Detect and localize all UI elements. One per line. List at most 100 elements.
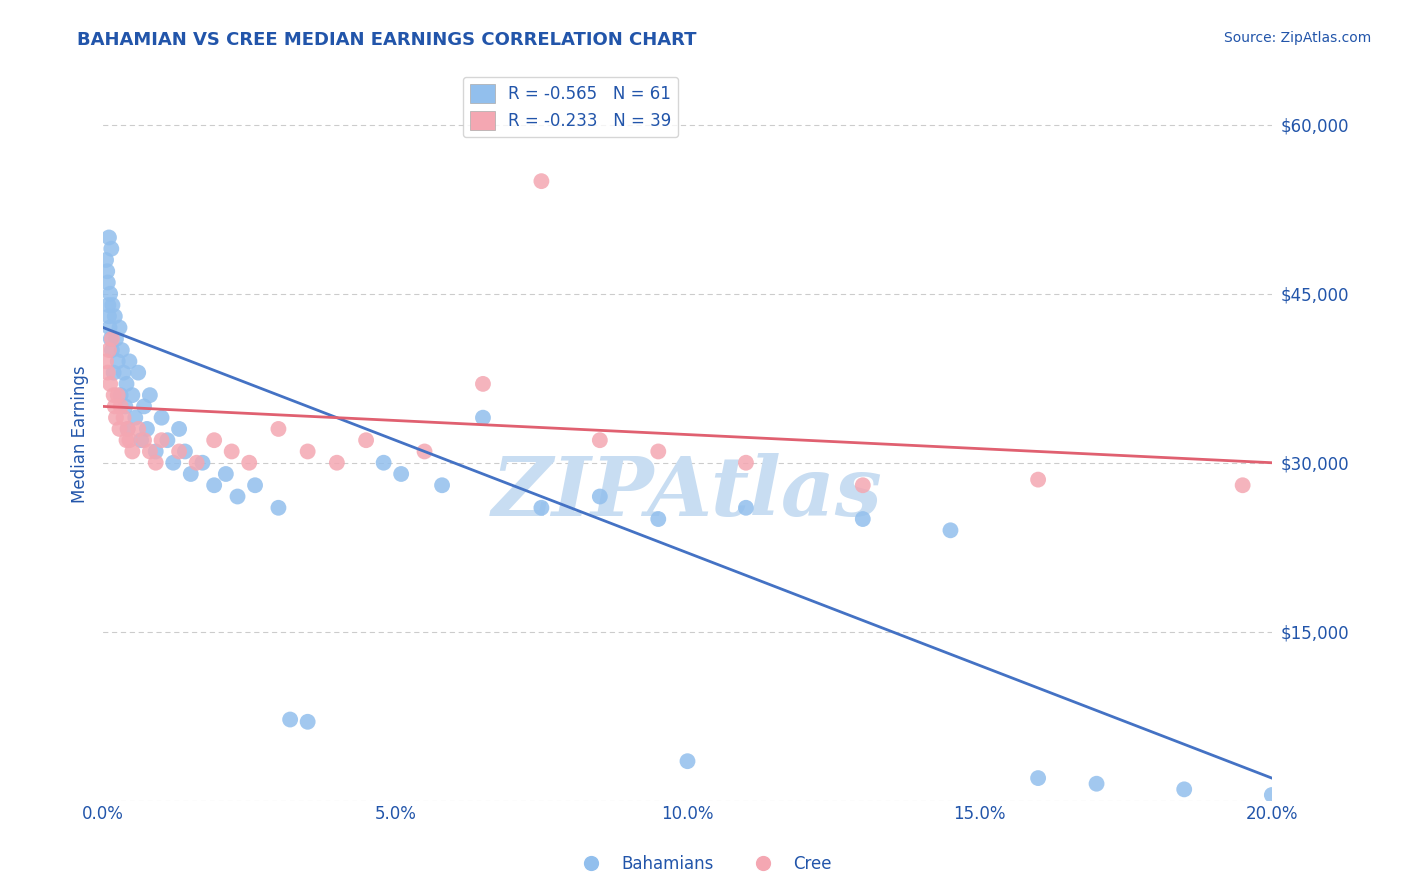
Point [139,444,162,458]
Point [127,422,149,436]
Point [97,366,120,380]
Point [202,433,225,447]
Point [112,366,135,380]
Point [139,388,162,402]
Point [852,512,875,526]
Point [413,444,436,458]
Point [97,298,120,312]
Point [939,524,962,538]
Point [1026,473,1049,487]
Point [530,500,553,515]
Point [98,320,121,334]
Point [127,366,149,380]
Point [124,410,146,425]
Point [103,388,125,402]
Point [94,354,117,368]
Point [174,444,197,458]
Point [167,422,190,436]
Point [215,467,238,481]
Point [94,252,117,267]
Point [98,376,121,391]
Point [132,433,155,447]
Point [121,444,143,458]
Point [326,456,349,470]
Point [162,456,184,470]
Point [110,388,132,402]
Point [1261,788,1284,802]
Point [121,388,143,402]
Point [107,388,129,402]
Point [117,422,139,436]
Point [104,410,127,425]
Point [852,478,875,492]
Point [472,376,495,391]
Point [243,478,266,492]
Point [103,366,125,380]
Legend: R = -0.565   N = 61, R = -0.233   N = 39: R = -0.565 N = 61, R = -0.233 N = 39 [463,77,678,137]
Point [676,754,699,768]
Point [115,376,138,391]
Point [430,478,453,492]
Text: Source: ZipAtlas.com: Source: ZipAtlas.com [1223,31,1371,45]
Point [238,456,260,470]
Point [111,343,134,357]
Point [373,456,395,470]
Point [97,276,120,290]
Point [107,354,129,368]
Point [1026,771,1049,785]
Point [191,456,214,470]
Point [180,467,202,481]
Point [354,433,377,447]
Point [1173,782,1195,797]
Point [267,500,290,515]
Point [202,478,225,492]
Point [735,500,758,515]
Point [167,444,190,458]
Point [132,400,155,414]
Point [118,433,141,447]
Point [129,433,152,447]
Point [735,456,758,470]
Point [297,444,319,458]
Y-axis label: Median Earnings: Median Earnings [72,366,89,503]
Point [156,433,179,447]
Point [150,410,173,425]
Point [100,242,122,256]
Point [118,354,141,368]
Point [104,310,127,324]
Point [98,343,121,357]
Point [101,332,124,346]
Point [589,490,612,504]
Text: BAHAMIAN VS CREE MEDIAN EARNINGS CORRELATION CHART: BAHAMIAN VS CREE MEDIAN EARNINGS CORRELA… [77,31,697,49]
Point [186,456,208,470]
Point [101,298,124,312]
Point [647,512,669,526]
Point [1232,478,1254,492]
Point [96,264,118,278]
Point [112,410,135,425]
Point [115,433,138,447]
Point [530,174,553,188]
Point [145,456,167,470]
Point [98,230,121,244]
Point [100,332,122,346]
Point [647,444,669,458]
Point [150,433,173,447]
Point [297,714,319,729]
Point [278,713,301,727]
Point [589,433,612,447]
Point [108,422,131,436]
Point [114,400,136,414]
Point [145,444,167,458]
Point [104,400,127,414]
Point [101,343,124,357]
Text: ZIPAtlas: ZIPAtlas [492,453,883,533]
Point [1085,777,1108,791]
Point [98,310,121,324]
Point [389,467,412,481]
Point [108,320,131,334]
Legend: Bahamians, Cree: Bahamians, Cree [568,848,838,880]
Point [110,400,132,414]
Point [472,410,495,425]
Point [136,422,159,436]
